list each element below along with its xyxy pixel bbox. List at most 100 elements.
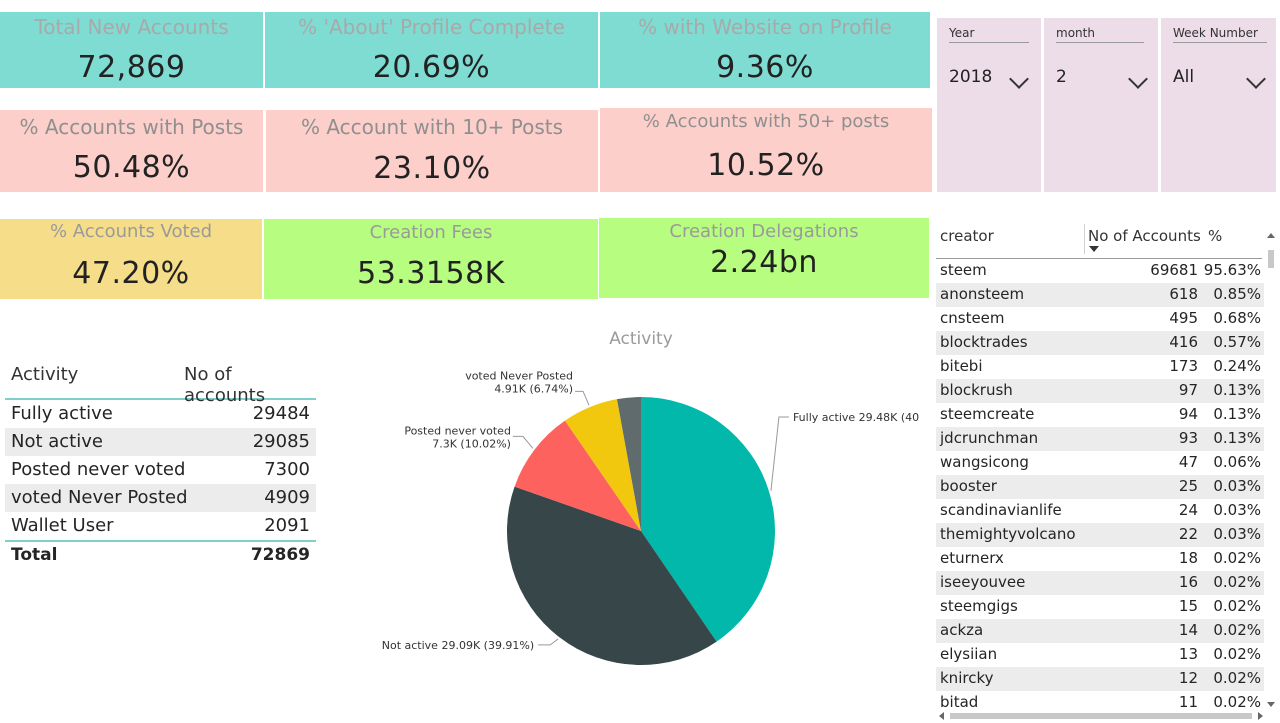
kpi-creation-delegations: Creation Delegations 2.24bn: [599, 218, 929, 298]
kpi-value: 53.3158K: [357, 256, 505, 291]
creator-account-count: 24: [1178, 501, 1198, 519]
kpi-value: 50.48%: [72, 150, 191, 185]
creator-name: steemcreate: [940, 405, 1035, 423]
creator-percent: 0.68%: [1213, 309, 1261, 327]
table-row[interactable]: anonsteem 618 0.85%: [936, 283, 1264, 307]
pie-data-label: 7.3K (10.02%): [432, 437, 511, 450]
creator-table-body: steem 69681 95.63% anonsteem 618 0.85% cnsteem…: [936, 259, 1280, 715]
week-number-slicer[interactable]: Week Number All: [1161, 18, 1276, 192]
table-row[interactable]: bitebi 173 0.24%: [936, 355, 1264, 379]
table-row[interactable]: knircky 12 0.02%: [936, 667, 1264, 691]
table-row[interactable]: elysiian 13 0.02%: [936, 643, 1264, 667]
table-row[interactable]: Posted never voted 7300: [5, 456, 316, 484]
pie-slice-wallet-user[interactable]: [616, 397, 641, 531]
table-row[interactable]: jdcrunchman 93 0.13%: [936, 427, 1264, 451]
creator-account-count: 11: [1178, 693, 1198, 711]
kpi-website-on-profile: % with Website on Profile 9.36%: [600, 12, 930, 88]
table-row[interactable]: cnsteem 495 0.68%: [936, 307, 1264, 331]
table-row[interactable]: wangsicong 47 0.06%: [936, 451, 1264, 475]
activity-count: 4909: [264, 487, 310, 508]
creator-name: steem: [940, 261, 987, 279]
horizontal-scrollbar[interactable]: [936, 710, 1268, 722]
table-row[interactable]: Wallet User 2091: [5, 512, 316, 540]
table-row[interactable]: booster 25 0.03%: [936, 475, 1264, 499]
year-slicer[interactable]: Year 2018: [937, 18, 1041, 192]
total-value: 72869: [250, 545, 310, 565]
sort-descending-icon[interactable]: [1089, 246, 1099, 252]
pie-slice-not-active[interactable]: [506, 486, 717, 666]
column-header-activity[interactable]: Activity: [11, 364, 79, 385]
table-row[interactable]: Fully active 29484: [5, 400, 316, 428]
creator-percent: 0.13%: [1213, 381, 1261, 399]
table-row[interactable]: voted Never Posted 4909: [5, 484, 316, 512]
pie-data-label: 4.91K (6.74%): [494, 382, 573, 395]
chevron-down-icon[interactable]: [1009, 69, 1029, 89]
table-row[interactable]: steemcreate 94 0.13%: [936, 403, 1264, 427]
activity-table: Activity No of accounts Fully active 294…: [5, 356, 316, 570]
table-header: Activity No of accounts: [5, 356, 316, 406]
table-row[interactable]: steem 69681 95.63%: [936, 259, 1264, 283]
scrollbar-thumb[interactable]: [950, 713, 1252, 719]
creator-account-count: 495: [1169, 309, 1198, 327]
pie-data-label: Fully active 29.48K (40.46%): [793, 411, 920, 424]
pie-slice-fully-active[interactable]: [641, 397, 776, 642]
activity-count: 29085: [252, 431, 310, 452]
table-row[interactable]: iseeyouvee 16 0.02%: [936, 571, 1264, 595]
kpi-value: 20.69%: [372, 50, 491, 85]
slicer-value: 2018: [949, 67, 993, 87]
kpi-total-new-accounts: Total New Accounts 72,869: [0, 12, 263, 88]
kpi-label: % Accounts with 50+ posts: [642, 111, 890, 132]
table-row[interactable]: Not active 29085: [5, 428, 316, 456]
creator-percent: 0.02%: [1213, 597, 1261, 615]
scroll-right-arrow-icon[interactable]: [1258, 712, 1263, 720]
creator-name: iseeyouvee: [940, 573, 1026, 591]
month-slicer[interactable]: month 2: [1044, 18, 1158, 192]
creator-account-count: 47: [1178, 453, 1198, 471]
creator-account-count: 12: [1178, 669, 1198, 687]
table-row[interactable]: blocktrades 416 0.57%: [936, 331, 1264, 355]
pie-data-label: voted Never Posted: [465, 369, 573, 382]
table-row[interactable]: steemgigs 15 0.02%: [936, 595, 1264, 619]
column-header-no-of-accounts[interactable]: No of accounts: [184, 364, 266, 406]
chevron-down-icon[interactable]: [1128, 69, 1148, 89]
scrollbar-thumb[interactable]: [1268, 250, 1274, 268]
column-header-creator[interactable]: creator: [940, 227, 994, 245]
table-row[interactable]: blockrush 97 0.13%: [936, 379, 1264, 403]
creator-account-count: 22: [1178, 525, 1198, 543]
pie-slice-posted-never-voted[interactable]: [514, 420, 641, 531]
creator-percent: 0.57%: [1213, 333, 1261, 351]
table-row[interactable]: eturnerx 18 0.02%: [936, 547, 1264, 571]
table-row[interactable]: themightyvolcano 22 0.03%: [936, 523, 1264, 547]
kpi-label: % 'About' Profile Complete: [298, 15, 565, 39]
creator-name: booster: [940, 477, 997, 495]
vertical-scrollbar[interactable]: [1266, 228, 1276, 712]
table-row[interactable]: bitad 11 0.02%: [936, 691, 1264, 715]
creator-account-count: 618: [1169, 285, 1198, 303]
kpi-label: Total New Accounts: [34, 15, 229, 39]
scroll-left-arrow-icon[interactable]: [939, 712, 944, 720]
column-header-no-of-accounts[interactable]: No of Accounts: [1088, 227, 1201, 245]
creator-name: themightyvolcano: [940, 525, 1076, 543]
kpi-label: % Accounts with Posts: [19, 115, 244, 139]
creator-name: knircky: [940, 669, 994, 687]
activity-pie-chart[interactable]: Activity Fully active 29.48K (40.46%) Not…: [340, 320, 920, 720]
scroll-up-arrow-icon[interactable]: [1267, 233, 1275, 238]
kpi-value: 9.36%: [716, 50, 814, 85]
table-row[interactable]: ackza 14 0.02%: [936, 619, 1264, 643]
column-header-pct[interactable]: %: [1208, 227, 1223, 245]
table-row[interactable]: scandinavianlife 24 0.03%: [936, 499, 1264, 523]
scroll-down-arrow-icon[interactable]: [1267, 702, 1275, 707]
chevron-down-icon[interactable]: [1246, 69, 1266, 89]
creator-percent: 0.03%: [1213, 477, 1261, 495]
creator-account-count: 14: [1178, 621, 1198, 639]
kpi-value: 47.20%: [72, 256, 190, 291]
pie-slice-voted-never-posted[interactable]: [564, 399, 641, 531]
kpi-value: 10.52%: [707, 148, 825, 183]
creator-account-count: 173: [1169, 357, 1198, 375]
creator-account-count: 18: [1178, 549, 1198, 567]
table-total-row: Total 72869: [5, 540, 316, 570]
creator-name: elysiian: [940, 645, 998, 663]
creator-percent: 0.02%: [1213, 621, 1261, 639]
creator-percent: 0.13%: [1213, 429, 1261, 447]
creator-percent: 0.02%: [1213, 573, 1261, 591]
